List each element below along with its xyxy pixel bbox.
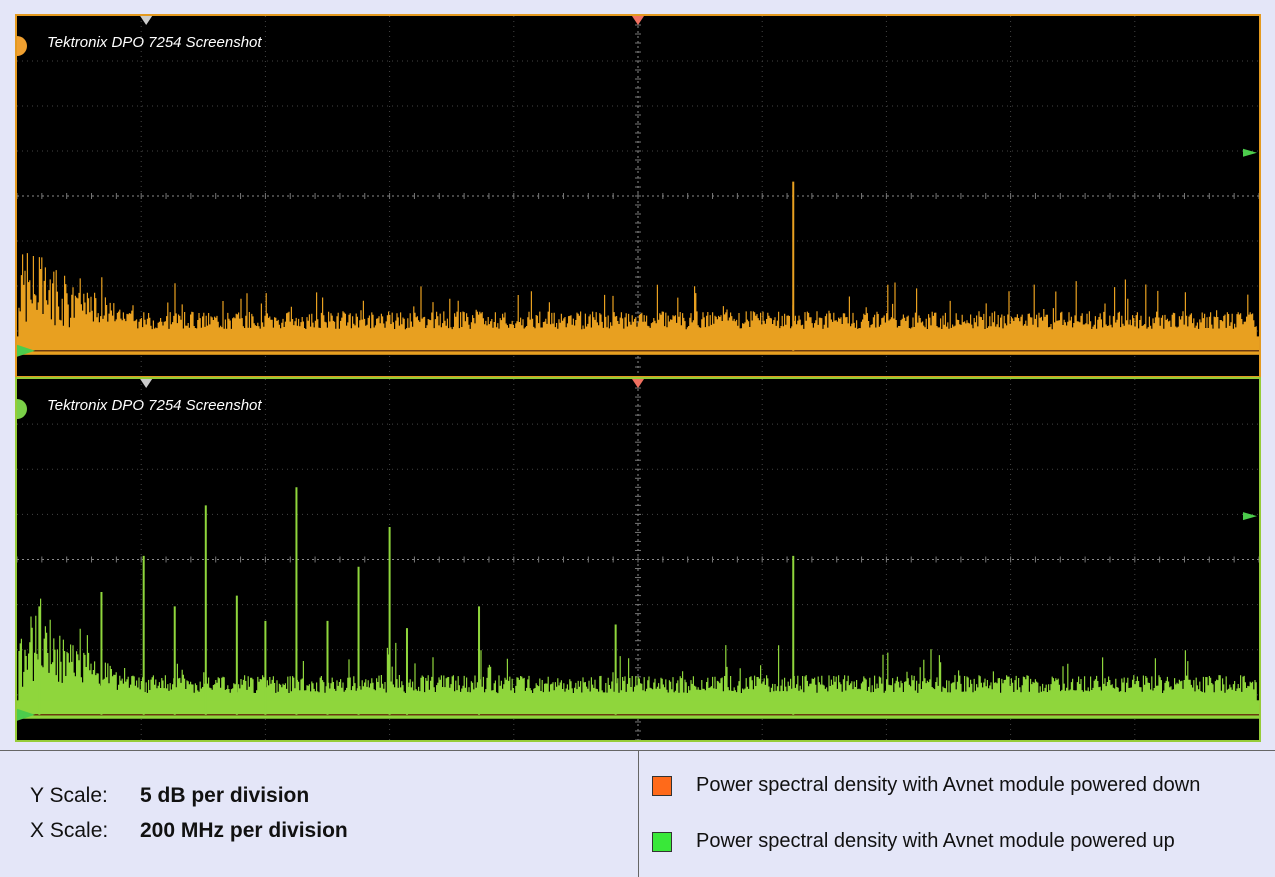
noise-floor-band	[17, 336, 1259, 355]
spectrum-panel-powered-down: Tektronix DPO 7254 Screenshot	[15, 14, 1261, 378]
legend-swatch-green	[652, 832, 672, 852]
reference-marker-icon	[1243, 148, 1257, 157]
y-scale-row: Y Scale: 5 dB per division	[30, 784, 309, 808]
x-scale-value: 200 MHz per division	[140, 819, 348, 842]
legend-swatch-orange	[652, 776, 672, 796]
channel-marker-icon	[17, 399, 27, 419]
legend-text: Power spectral density with Avnet module…	[696, 830, 1175, 852]
legend-text: Power spectral density with Avnet module…	[696, 774, 1201, 796]
spectrum-plot-powered-down	[17, 16, 1259, 376]
panel-caption: Tektronix DPO 7254 Screenshot	[47, 34, 262, 51]
reference-marker-icon	[1243, 512, 1257, 521]
center-marker-icon	[632, 16, 644, 25]
ground-marker-icon	[17, 708, 35, 721]
center-marker-icon	[632, 379, 644, 388]
channel-marker-icon	[17, 36, 27, 56]
spectrum-panel-powered-up: Tektronix DPO 7254 Screenshot	[15, 377, 1261, 742]
spectrum-plot-powered-up	[17, 379, 1259, 740]
panel-caption: Tektronix DPO 7254 Screenshot	[47, 397, 262, 414]
trigger-marker-icon	[140, 379, 153, 388]
x-scale-row: X Scale: 200 MHz per division	[30, 819, 348, 843]
noise-floor-trace	[18, 598, 1257, 715]
noise-floor-band	[17, 700, 1259, 719]
legend-area: Y Scale: 5 dB per division X Scale: 200 MH…	[0, 750, 1275, 877]
ground-marker-icon	[17, 344, 35, 357]
legend-divider	[638, 751, 639, 877]
trigger-marker-icon	[140, 16, 153, 25]
y-scale-value: 5 dB per division	[140, 784, 310, 807]
y-scale-label: Y Scale:	[30, 784, 108, 807]
x-scale-label: X Scale:	[30, 819, 109, 842]
